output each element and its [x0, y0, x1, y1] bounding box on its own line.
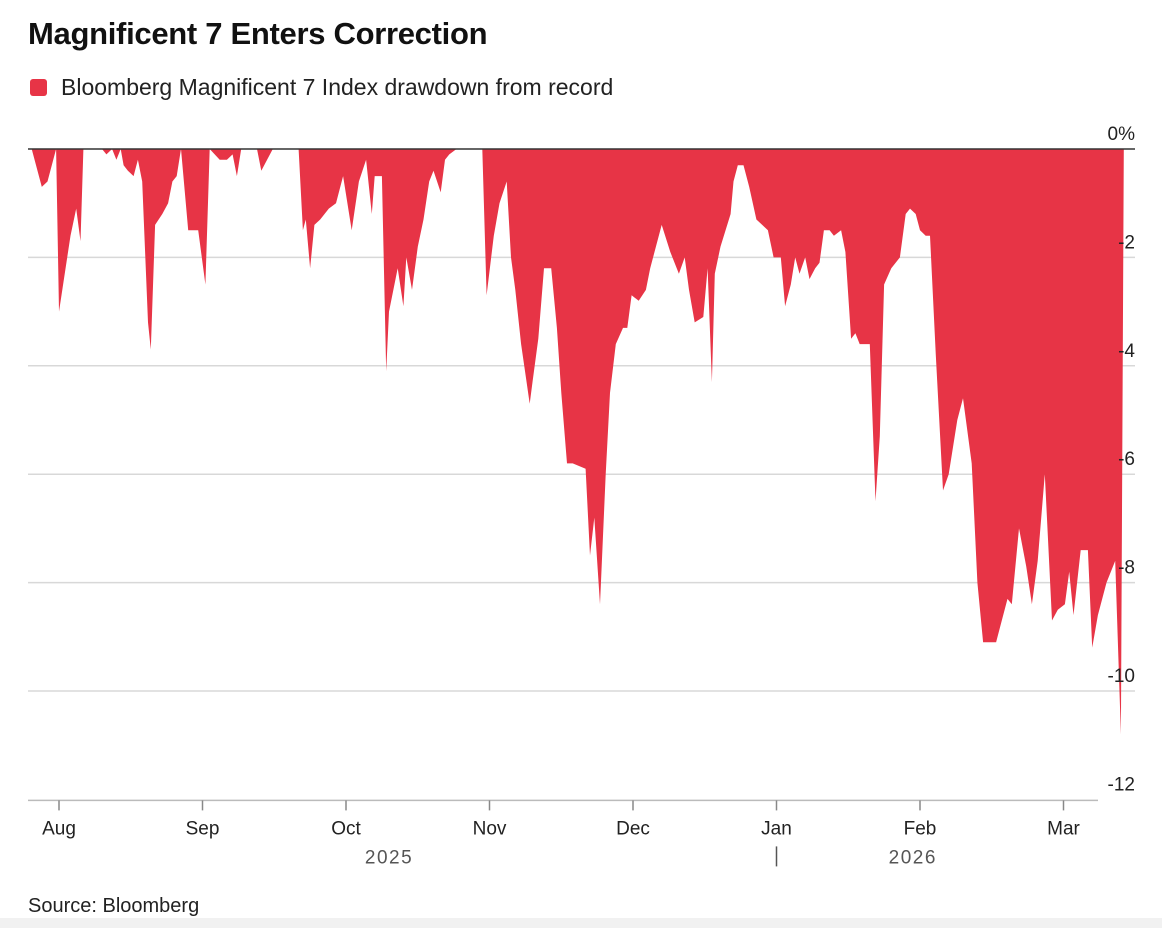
- legend-swatch: [30, 79, 47, 96]
- y-tick-label: -2: [1118, 232, 1135, 253]
- x-tick-label: Mar: [1047, 818, 1080, 839]
- x-tick-label: Sep: [186, 818, 220, 839]
- x-tick-label: Nov: [473, 818, 507, 839]
- x-tick-label: Oct: [331, 818, 361, 839]
- x-axis-ticks: [58, 800, 1065, 811]
- x-tick-label: Dec: [616, 818, 650, 839]
- y-axis-labels: 0% -2 -4 -6 -8 -10 -12: [1108, 124, 1136, 795]
- y-tick-label: -8: [1118, 558, 1135, 579]
- x-tick-label: Feb: [904, 818, 937, 839]
- x-tick-label: Aug: [42, 818, 76, 839]
- y-tick-label: 0%: [1108, 124, 1136, 145]
- year-labels: 2025 2026: [365, 847, 937, 868]
- y-tick-label: -6: [1118, 449, 1135, 470]
- legend: Bloomberg Magnificent 7 Index drawdown f…: [30, 74, 613, 101]
- source-note: Source: Bloomberg: [28, 895, 200, 917]
- x-tick-label: Jan: [761, 818, 792, 839]
- chart-title: Magnificent 7 Enters Correction: [28, 16, 488, 51]
- year-label: 2025: [365, 847, 413, 868]
- y-tick-label: -4: [1118, 341, 1135, 362]
- drawdown-area: [31, 149, 1124, 735]
- y-tick-label: -10: [1108, 666, 1135, 687]
- y-tick-label: -12: [1108, 774, 1135, 795]
- x-axis-labels: Aug Sep Oct Nov Dec Jan Feb Mar: [42, 818, 1080, 839]
- year-label: 2026: [889, 847, 937, 868]
- chart-area: 0% -2 -4 -6 -8 -10 -12 Aug Sep Oct Nov Dec Jan Feb Ma…: [28, 124, 1136, 868]
- legend-label: Bloomberg Magnificent 7 Index drawdown f…: [61, 74, 614, 100]
- bottom-rule: [0, 918, 1162, 928]
